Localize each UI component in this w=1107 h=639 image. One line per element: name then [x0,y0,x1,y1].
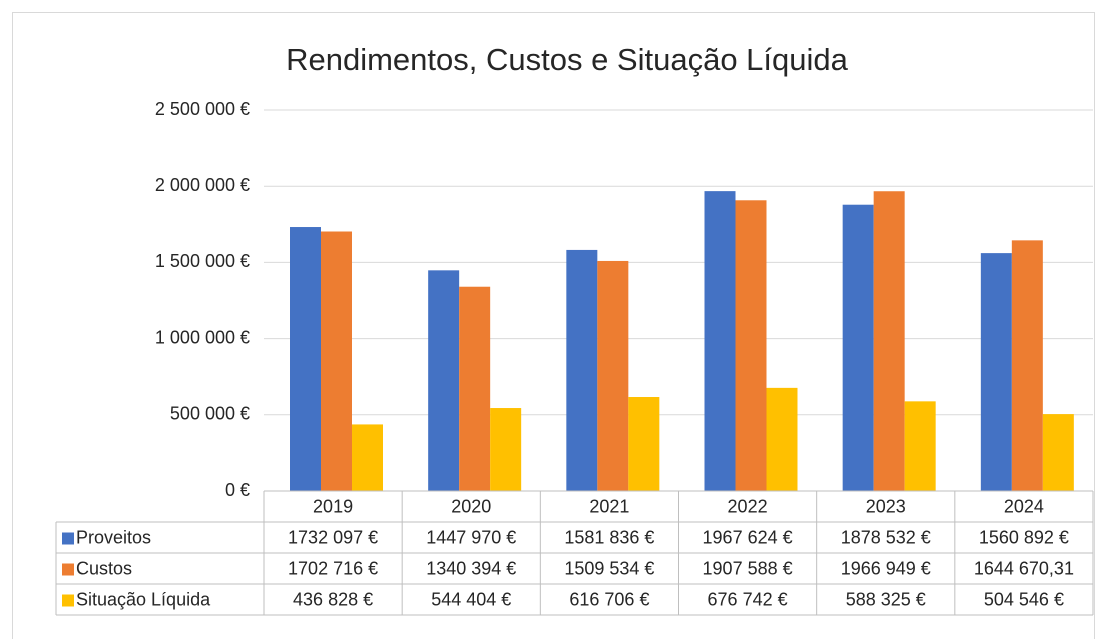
table-cell: 616 706 € [569,589,649,609]
table-cell: 1967 624 € [703,527,793,547]
bar [980,253,1012,491]
bar [842,204,874,491]
bar [628,397,660,491]
table-cell: 1702 716 € [288,558,378,578]
x-tick-label: 2020 [451,496,491,516]
table-cell: 1644 670,31 [974,558,1074,578]
bar [873,191,905,491]
x-tick-label: 2019 [313,496,353,516]
legend-label: Custos [76,558,132,578]
bar [459,286,491,491]
legend-key [62,594,74,607]
table-cell: 1907 588 € [703,558,793,578]
bar [704,191,736,492]
bar [566,249,598,491]
bar [1042,414,1074,491]
bar [766,387,798,491]
table-cell: 1878 532 € [841,527,931,547]
bar [290,227,321,491]
y-tick-label: 500 000 € [170,404,250,424]
table-cell: 544 404 € [431,589,511,609]
x-tick-label: 2024 [1004,496,1044,516]
x-tick-label: 2023 [866,496,906,516]
y-tick-label: 1 500 000 € [155,251,250,271]
bar [904,401,936,491]
table-cell: 1966 949 € [841,558,931,578]
legend-label: Situação Líquida [76,589,211,609]
bar [321,231,352,491]
bar [735,200,767,492]
legend-label: Proveitos [76,527,151,547]
bar [352,424,383,491]
x-tick-label: 2021 [589,496,629,516]
chart-title: Rendimentos, Custos e Situação Líquida [286,42,849,77]
chart-border [12,12,1095,639]
table-cell: 588 325 € [846,589,926,609]
table-cell: 504 546 € [984,589,1064,609]
bar [1011,240,1043,491]
legend-key [62,532,74,545]
y-tick-label: 2 000 000 € [155,175,250,195]
table-cell: 1560 892 € [979,527,1069,547]
y-tick-label: 0 € [225,480,250,500]
bar [428,270,460,491]
bar [597,260,629,491]
table-cell: 1509 534 € [564,558,654,578]
y-tick-label: 1 000 000 € [155,327,250,347]
bar [490,408,522,491]
table-cell: 1340 394 € [426,558,516,578]
table-cell: 436 828 € [293,589,373,609]
legend-key [62,563,74,576]
table-cell: 676 742 € [708,589,788,609]
table-cell: 1447 970 € [426,527,516,547]
x-tick-label: 2022 [728,496,768,516]
table-cell: 1732 097 € [288,527,378,547]
table-cell: 1581 836 € [564,527,654,547]
y-tick-label: 2 500 000 € [155,99,250,119]
